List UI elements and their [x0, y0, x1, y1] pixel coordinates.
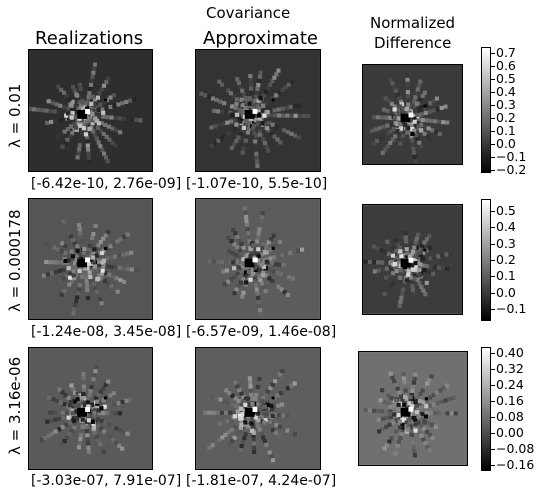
colorbar-tick-mark: [491, 401, 495, 402]
colorbar-tick-label: 0.0: [496, 285, 516, 300]
colorbar-tick-mark: [491, 293, 495, 294]
colorbar-tick-label: 0.1: [496, 268, 516, 283]
colorbar-tick-label: 0.6: [496, 58, 516, 73]
colorbar-tick-mark: [491, 144, 495, 145]
row-label-lambda-2: λ = 0.000178: [6, 209, 24, 312]
colorbar-tick-label: −0.1: [496, 149, 527, 164]
column-title-approximate: Approximate: [203, 28, 318, 49]
heatmap-normalized-difference-row2: [362, 204, 463, 315]
heatmap-approximate-row2: [195, 198, 321, 320]
colorbar-tick-label: −0.2: [496, 162, 527, 177]
colorbar-tick-label: 0.0: [496, 136, 516, 151]
colorbar-tick-mark: [491, 66, 495, 67]
heatmap-realizations-row1: [28, 49, 153, 172]
colorbar-tick-label: 0.08: [496, 409, 524, 424]
colorbar-tick-label: 0.5: [496, 71, 516, 86]
colorbar-tick-label: 0.00: [496, 425, 524, 440]
range-realizations-row2: [-1.24e-08, 3.45e-08]: [31, 324, 182, 340]
heatmap-normalized-difference-row1: [362, 64, 463, 165]
colorbar-tick-mark: [491, 417, 495, 418]
range-approximate-row2: [-6.57e-09, 1.46e-08]: [186, 324, 337, 340]
colorbar-tick-label: 0.2: [496, 110, 516, 125]
header-covariance: Covariance: [206, 4, 291, 22]
heatmap-approximate-row3: [195, 347, 321, 470]
colorbar-tick-mark: [491, 309, 495, 310]
colorbar-row1: [481, 47, 491, 173]
range-approximate-row3: [-1.81e-07, 4.24e-07]: [186, 473, 337, 489]
colorbar-tick-label: −0.16: [496, 457, 535, 472]
colorbar-tick-mark: [491, 131, 495, 132]
colorbar-tick-mark: [491, 449, 495, 450]
colorbar-tick-label: 0.1: [496, 123, 516, 138]
column-title-normalized: Normalized: [370, 14, 456, 32]
colorbar-tick-mark: [491, 369, 495, 370]
colorbar-tick-mark: [491, 105, 495, 106]
colorbar-tick-mark: [491, 118, 495, 119]
colorbar-tick-mark: [491, 53, 495, 54]
colorbar-tick-label: 0.32: [496, 361, 524, 376]
colorbar-tick-mark: [491, 260, 495, 261]
heatmap-realizations-row2: [28, 198, 153, 320]
heatmap-approximate-row1: [195, 49, 321, 172]
colorbar-tick-label: 0.3: [496, 236, 516, 251]
column-title-difference: Difference: [374, 34, 452, 52]
range-realizations-row1: [-6.42e-10, 2.76e-09]: [31, 176, 182, 192]
colorbar-tick-label: 0.24: [496, 377, 524, 392]
colorbar-tick-mark: [491, 211, 495, 212]
heatmap-realizations-row3: [28, 347, 153, 470]
colorbar-tick-label: 0.4: [496, 219, 516, 234]
colorbar-tick-label: −0.1: [496, 301, 527, 316]
colorbar-tick-mark: [491, 157, 495, 158]
colorbar-tick-label: 0.4: [496, 84, 516, 99]
colorbar-row2: [481, 199, 491, 321]
colorbar-tick-label: 0.7: [496, 45, 516, 60]
colorbar-tick-mark: [491, 244, 495, 245]
colorbar-tick-mark: [491, 465, 495, 466]
colorbar-tick-label: 0.5: [496, 203, 516, 218]
colorbar-tick-mark: [491, 276, 495, 277]
colorbar-row3: [481, 347, 491, 471]
colorbar-tick-mark: [491, 92, 495, 93]
colorbar-tick-mark: [491, 385, 495, 386]
colorbar-tick-mark: [491, 433, 495, 434]
colorbar-tick-mark: [491, 79, 495, 80]
range-approximate-row1: [-1.07e-10, 5.5e-10]: [186, 176, 328, 192]
column-title-realizations: Realizations: [35, 28, 144, 49]
colorbar-tick-mark: [491, 353, 495, 354]
colorbar-tick-mark: [491, 170, 495, 171]
colorbar-tick-label: 0.3: [496, 97, 516, 112]
colorbar-tick-label: 0.16: [496, 393, 524, 408]
colorbar-tick-label: −0.08: [496, 441, 535, 456]
range-realizations-row3: [-3.03e-07, 7.91e-07]: [31, 473, 182, 489]
heatmap-normalized-difference-row3: [358, 351, 468, 466]
row-label-lambda-3: λ = 3.16e-06: [6, 356, 24, 455]
row-label-lambda-1: λ = 0.01: [6, 83, 24, 148]
colorbar-tick-mark: [491, 227, 495, 228]
colorbar-tick-label: 0.40: [496, 345, 524, 360]
colorbar-tick-label: 0.2: [496, 252, 516, 267]
